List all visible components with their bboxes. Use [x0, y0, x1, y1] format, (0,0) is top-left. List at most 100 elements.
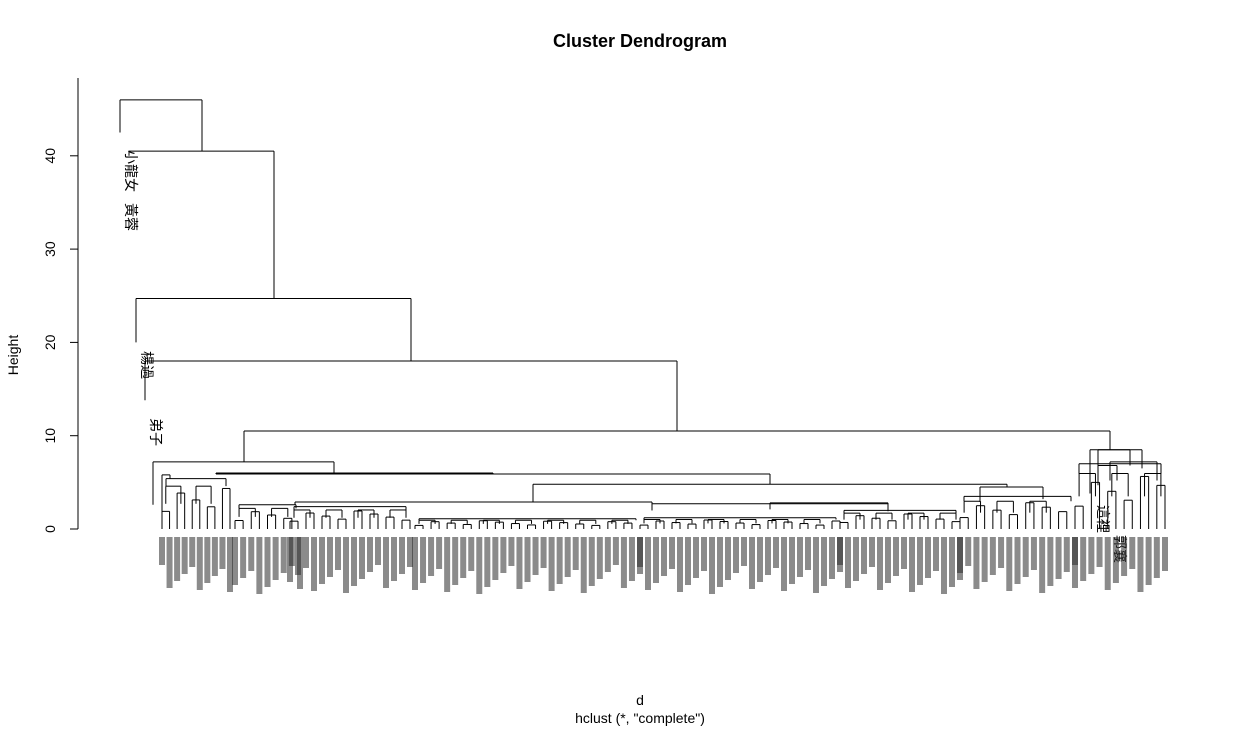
leaf-label: 這裡	[1094, 505, 1110, 533]
y-tick-label: 10	[42, 428, 58, 444]
leaf-label-glyphs	[853, 537, 859, 581]
leaf-label-glyphs	[420, 537, 427, 583]
leaf-label-glyphs	[821, 537, 827, 586]
leaf-label-glyphs	[845, 537, 851, 588]
leaf-label-glyphs	[256, 537, 263, 594]
leaf-label-glyphs	[319, 537, 325, 584]
leaf-label-glyphs	[436, 537, 443, 569]
leaf-label-glyphs	[540, 537, 547, 568]
leaf-label-glyphs	[227, 537, 233, 592]
leaf-label-glyphs	[1096, 537, 1103, 567]
leaf-label-glyphs	[359, 537, 365, 579]
leaf-label-glyphs	[1162, 537, 1168, 571]
leaf-label-glyphs	[957, 537, 963, 573]
leaf-label-glyphs	[1121, 537, 1128, 576]
leaf-label-glyphs	[741, 537, 747, 566]
y-axis-label: Height	[5, 335, 21, 376]
leaf-label-glyphs	[211, 537, 218, 576]
leaf-label-glyphs	[303, 537, 309, 568]
leaf-label-glyphs	[989, 537, 996, 575]
leaf-label-glyphs	[327, 537, 333, 577]
leaf-label-glyphs	[248, 537, 255, 571]
leaf-label-glyphs	[407, 537, 413, 567]
leaf-label: 小龍女	[122, 150, 139, 192]
leaf-label-glyphs	[492, 537, 499, 580]
leaf-label-glyphs	[1104, 537, 1111, 590]
leaf-label-glyphs	[240, 537, 247, 578]
leaf-label-glyphs	[773, 537, 779, 568]
leaf-label-glyphs	[564, 537, 571, 577]
leaf-label-glyphs	[661, 537, 667, 576]
dendrogram-branches	[119, 99, 1166, 529]
leaf-label-glyphs	[685, 537, 691, 585]
y-tick-label: 30	[42, 241, 58, 257]
leaf-label-glyphs	[781, 537, 787, 591]
leaf-label-glyphs	[725, 537, 731, 580]
y-tick-label: 0	[42, 525, 58, 533]
leaf-label-glyphs	[375, 537, 381, 565]
leaf-label-glyphs	[468, 537, 475, 571]
leaf-label-glyphs	[412, 537, 418, 590]
chart-title: Cluster Dendrogram	[553, 31, 727, 51]
leaf-label-glyphs	[444, 537, 451, 592]
leaf-label-glyphs	[1080, 537, 1087, 581]
leaf-label-glyphs	[998, 537, 1005, 568]
leaf-label-glyphs	[1088, 537, 1095, 574]
leaf-label-glyphs	[645, 537, 651, 590]
leaf-label-glyphs	[885, 537, 891, 583]
leaf-label-glyphs	[280, 537, 287, 573]
leaf-label-glyphs	[949, 537, 955, 587]
leaf-label-glyphs	[1014, 537, 1021, 584]
leaf-label: 弟子	[147, 418, 163, 446]
leaf-label-glyphs	[677, 537, 683, 592]
leaf-label-glyphs	[709, 537, 715, 594]
leaf-label-glyphs	[909, 537, 915, 592]
leaf-label-glyphs	[391, 537, 397, 581]
leaf-label-glyphs	[524, 537, 531, 582]
leaf-label-glyphs	[620, 537, 627, 588]
leaf-label-glyphs	[604, 537, 611, 572]
leaf-label-glyphs	[232, 537, 238, 585]
leaf-label-glyphs	[1063, 537, 1070, 572]
leaf-label-glyphs	[901, 537, 907, 569]
leaf-label-glyphs	[869, 537, 875, 567]
leaf-label-glyphs	[311, 537, 317, 591]
leaf-label-glyphs	[159, 537, 165, 565]
leaf-label-glyphs	[813, 537, 819, 593]
leaf-label-glyphs	[669, 537, 675, 569]
leaf-label-glyphs	[287, 537, 293, 582]
leaf-label-glyphs	[805, 537, 811, 570]
leaf-label-glyphs	[383, 537, 389, 588]
leaf-label-glyphs	[588, 537, 595, 586]
leaf-label-glyphs	[733, 537, 739, 573]
leaf-label-glyphs	[189, 537, 196, 567]
leaf-label-glyphs	[1112, 537, 1119, 583]
leaf-label-glyphs	[981, 537, 988, 582]
leaf-label-glyphs	[204, 537, 211, 583]
leaf-label-glyphs	[829, 537, 835, 579]
leaf-label-glyphs	[1153, 537, 1160, 578]
leaf-label-glyphs	[1047, 537, 1054, 586]
leaf-label-glyphs	[295, 537, 301, 575]
leaf-label-glyphs	[516, 537, 523, 589]
leaf-label-glyphs	[484, 537, 491, 587]
leaf-label-glyphs	[1129, 537, 1136, 569]
leaf-label-glyphs	[174, 537, 181, 581]
leaf-label-glyphs	[1022, 537, 1029, 577]
leaf-label-glyphs	[452, 537, 459, 585]
method-sublabel: hclust (*, "complete")	[575, 710, 705, 726]
leaf-label-glyphs	[1006, 537, 1013, 591]
leaf-label-glyphs	[701, 537, 707, 571]
leaf-label-glyphs	[917, 537, 923, 585]
leaf-label-glyphs	[637, 537, 643, 567]
leaf-label-glyphs	[693, 537, 699, 578]
leaf-label-glyphs	[196, 537, 203, 590]
leaf-label-glyphs	[335, 537, 341, 570]
y-axis: 0 10 20 30 40	[42, 78, 79, 533]
leaf-label-glyphs	[596, 537, 603, 579]
leaf-label-glyphs	[166, 537, 173, 588]
leaf-label-glyphs	[628, 537, 635, 581]
leaf-label-glyphs	[500, 537, 507, 573]
y-tick-label: 20	[42, 334, 58, 350]
